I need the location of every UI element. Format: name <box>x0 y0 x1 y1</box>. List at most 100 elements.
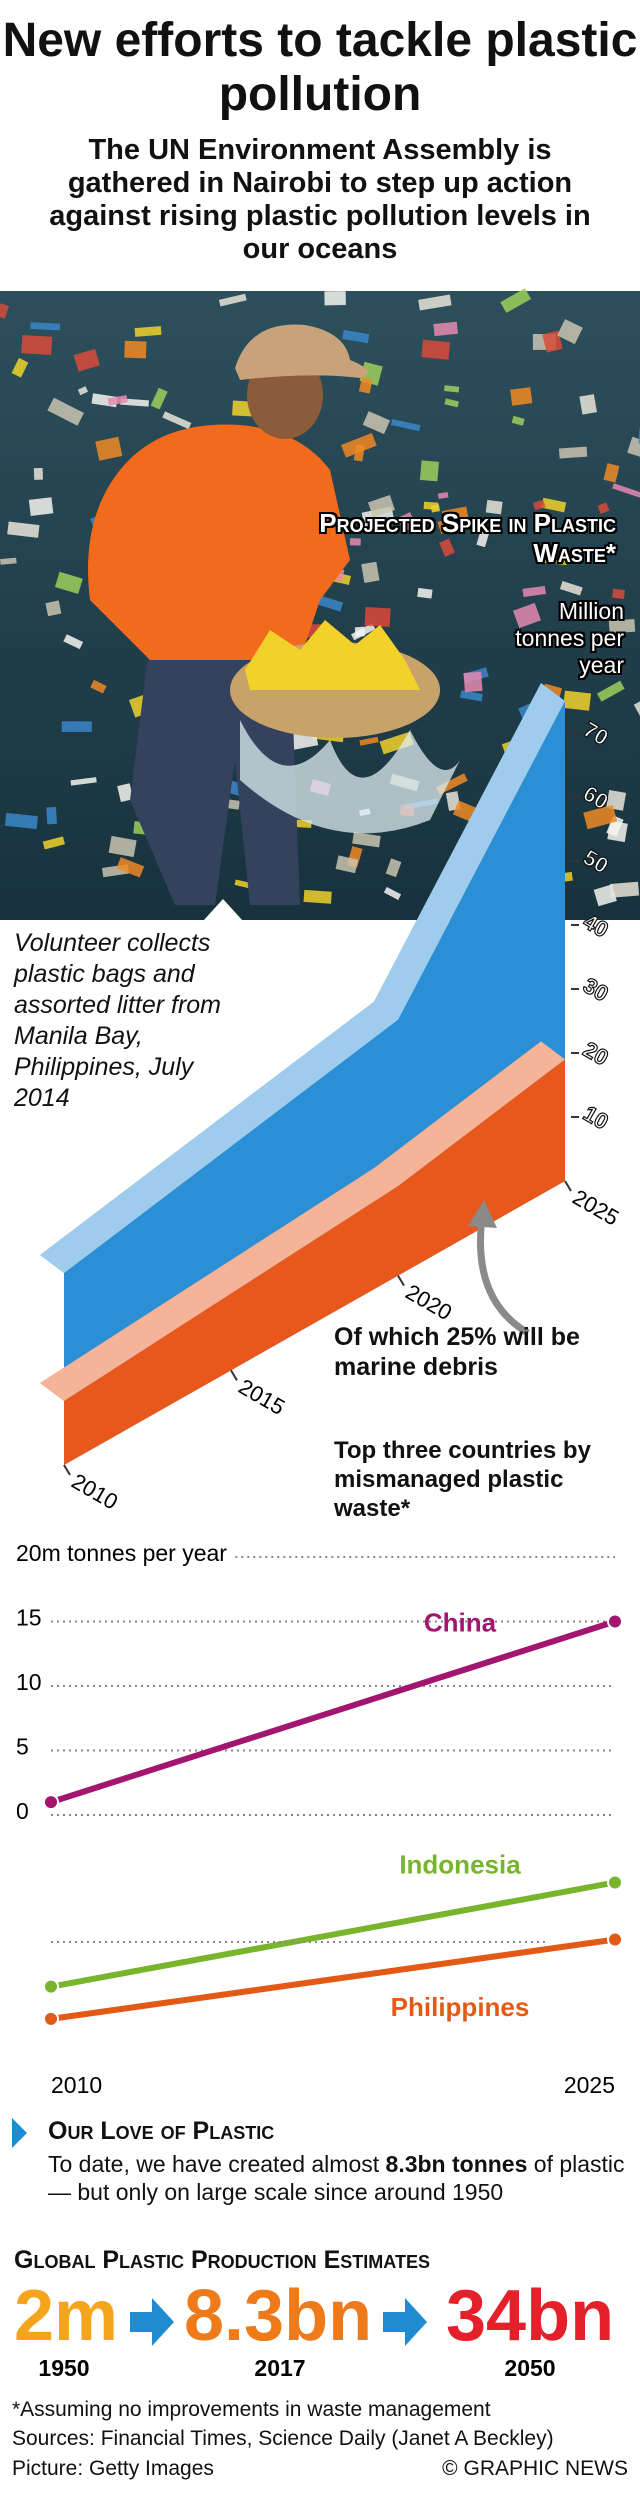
litter-piece <box>362 411 391 435</box>
point <box>43 1794 59 1811</box>
litter-piece <box>500 288 532 313</box>
water-splash <box>240 720 460 834</box>
production-amount: 8.3bn <box>184 2276 372 2356</box>
litter-piece <box>417 587 433 599</box>
litter-piece <box>603 463 620 483</box>
litter-piece <box>354 626 365 637</box>
litter-piece <box>120 398 149 407</box>
litter-piece <box>359 736 379 746</box>
section-marker <box>12 2118 27 2148</box>
litter-piece <box>108 835 137 858</box>
litter-piece <box>42 836 65 850</box>
x-tick <box>397 1275 405 1287</box>
litter-piece <box>361 561 380 583</box>
litter-piece <box>218 293 247 307</box>
litter-piece <box>324 291 346 306</box>
litter-piece <box>612 483 640 499</box>
litter-piece <box>353 444 365 462</box>
basket-litter <box>245 620 420 690</box>
litter-piece <box>70 777 97 786</box>
litter-piece <box>476 529 490 548</box>
litter-piece <box>557 319 583 345</box>
copyright: © GRAPHIC NEWS <box>442 2457 628 2480</box>
y-tick-label: 10 <box>16 1669 42 1695</box>
y-tick-label: 30 <box>579 973 613 1007</box>
x-tick-label: 2015 <box>234 1374 289 1420</box>
photo <box>0 288 640 921</box>
litter-piece <box>430 504 441 513</box>
litter-piece <box>349 538 361 546</box>
arrow <box>383 2298 427 2346</box>
litter-piece <box>511 415 525 426</box>
litter-piece <box>315 594 344 612</box>
litter-piece <box>162 411 192 430</box>
y-tick-label: 10 <box>579 1101 613 1135</box>
person-shirt <box>88 424 350 660</box>
countries-chart: 20m tonnes per year 15 10 5 0 2010 2025 China In… <box>16 1540 623 2098</box>
litter-piece <box>463 671 483 693</box>
section-heading: Our Love of Plastic <box>48 2117 275 2145</box>
litter-piece <box>612 588 625 599</box>
litter-piece <box>563 690 592 711</box>
litter-piece <box>541 497 567 513</box>
annotation: Of which 25% will be marine debris <box>334 1323 580 1381</box>
litter-piece <box>379 731 414 755</box>
litter-piece <box>61 721 92 733</box>
section-heading: Global Plastic Production Estimates <box>14 2246 430 2274</box>
litter-piece <box>107 394 128 406</box>
photo-person <box>88 324 460 905</box>
y-tick-label: 20 <box>579 1037 613 1071</box>
annotation-arrow <box>477 1217 530 1337</box>
litter-piece <box>610 881 640 898</box>
subtitle: The UN Environment Assembly is gathered … <box>49 134 591 265</box>
line <box>50 1936 616 2022</box>
text-bold: 8.3bn tonnes <box>385 2151 528 2177</box>
y-tick-label: 0 <box>16 1798 29 1824</box>
litter-piece <box>385 858 402 878</box>
litter-piece <box>352 832 381 848</box>
litter-piece <box>4 812 38 830</box>
litter-piece <box>542 330 563 353</box>
text: To date, we have created almost <box>48 2151 386 2177</box>
point <box>607 1874 623 1891</box>
litter-piece <box>441 506 470 531</box>
litter-piece <box>439 538 456 557</box>
x-tick-label: 2020 <box>401 1279 456 1325</box>
litter-piece <box>383 886 402 900</box>
x-tick-label: 2025 <box>564 2072 615 2098</box>
litter-piece <box>559 580 583 596</box>
litter-piece <box>512 602 541 629</box>
footnote: *Assuming no improvements in waste manag… <box>12 2398 491 2421</box>
series-label: Indonesia <box>399 1849 521 1879</box>
litter-piece <box>95 436 123 461</box>
litter-piece <box>134 326 162 337</box>
litter-piece <box>606 815 624 838</box>
point <box>43 1978 59 1995</box>
litter-piece <box>596 680 625 702</box>
litter-piece <box>30 322 61 331</box>
litter-piece <box>627 436 640 462</box>
line <box>50 1618 616 1805</box>
litter-piece <box>47 397 84 426</box>
litter-piece <box>579 394 597 415</box>
litter-piece <box>33 467 43 480</box>
litter-piece <box>335 855 359 874</box>
litter-piece <box>358 377 373 394</box>
production-year: 2017 <box>254 2355 305 2381</box>
litter-piece <box>437 491 449 499</box>
line <box>50 1879 616 1990</box>
section-text: To date, we have created almost 8.3bn to… <box>48 2150 633 2206</box>
x-tick <box>230 1369 238 1381</box>
caption-pointer <box>203 899 243 921</box>
litter-piece <box>608 619 636 634</box>
litter-piece <box>7 521 40 538</box>
litter-piece <box>419 460 439 482</box>
litter-piece <box>538 556 568 566</box>
litter-piece <box>421 339 451 360</box>
litter-piece <box>522 585 546 597</box>
litter-piece <box>46 806 58 825</box>
litter-piece <box>45 600 62 617</box>
chart-title: Projected Spike in Plastic Waste* <box>319 508 616 568</box>
litter-piece <box>150 387 168 410</box>
point <box>607 1613 623 1630</box>
